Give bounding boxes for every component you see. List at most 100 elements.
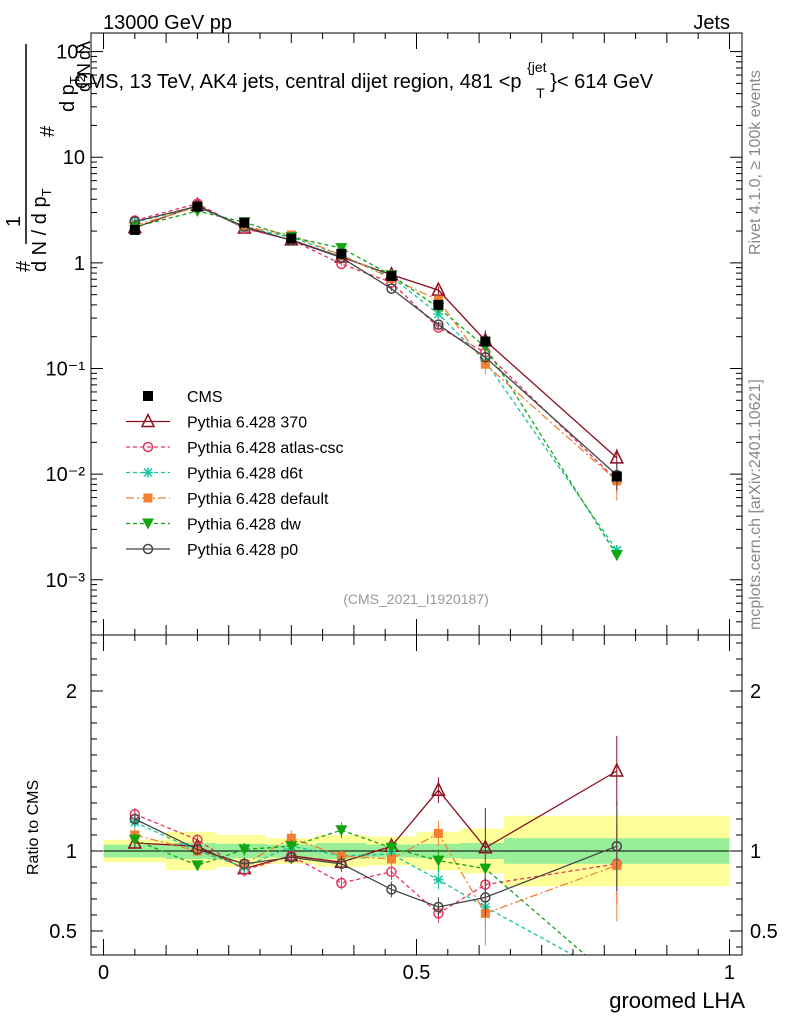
title-sup: {jet — [527, 59, 547, 75]
ratio-point-dw — [191, 860, 204, 872]
point-p0 — [480, 351, 491, 363]
ratio-point-p0 — [286, 852, 297, 863]
legend-entry: Pythia 6.428 370 — [126, 412, 307, 432]
ratio-point-p0 — [386, 884, 397, 895]
ratio-y-tick-label: 0.5 — [49, 921, 77, 943]
main-y-tick-label: 1 — [74, 253, 85, 275]
legend-marker — [142, 518, 154, 530]
legend-marker — [143, 467, 153, 478]
ratio-point-default — [386, 854, 396, 864]
ratio-point-dw — [385, 842, 398, 854]
legend-label: Pythia 6.428 atlas-csc — [187, 440, 344, 457]
cms-point — [480, 336, 491, 347]
ratio-y-axis-label: Ratio to CMS — [25, 780, 42, 875]
category-label: Jets — [693, 12, 730, 34]
ratio-y-tick-label-right: 1 — [750, 841, 761, 863]
ratio-point-dw — [238, 844, 251, 856]
ratio-plot-area — [127, 735, 625, 988]
title-end: }< 614 GeV — [550, 71, 654, 93]
main-y-tick-label: 10⁻² — [46, 464, 86, 486]
main-y-tick-label: 10⁻¹ — [46, 359, 86, 381]
ratio-point-p0 — [239, 858, 250, 870]
point-370 — [431, 281, 446, 296]
point-370 — [609, 449, 625, 464]
ratio-y-tick-label-right: 2 — [750, 681, 761, 703]
mcplots-label: mcplots.cern.ch [arXiv:2401.10621] — [747, 379, 764, 630]
cms-point — [611, 471, 622, 482]
ratio-point-d6t — [612, 974, 622, 984]
ratio-panel: 0 0.5 1 0.5 0.5 1 1 2 2 — [49, 634, 778, 988]
ratio-point-dw — [479, 863, 492, 875]
legend-entry: Pythia 6.428 default — [126, 491, 329, 508]
legend-entry: Pythia 6.428 p0 — [126, 542, 298, 559]
series-line-p0 — [134, 205, 618, 476]
ratio-y-tick-label-right: 0.5 — [750, 921, 778, 943]
ratio-point-p0 — [192, 844, 203, 855]
point-dw — [610, 550, 623, 562]
energy-label: 13000 GeV pp — [103, 12, 232, 34]
legend: CMS Pythia 6.428 370 Pythia 6.428 atlas-cs… — [126, 389, 344, 559]
ylabel-dpt: d pT — [57, 76, 82, 112]
legend-entry: Pythia 6.428 d6t — [126, 466, 303, 483]
ratio-point-dw — [128, 834, 141, 846]
ratio-point-p0 — [336, 858, 347, 870]
legend-marker — [142, 441, 154, 453]
plot-title: CMS, 13 TeV, AK4 jets, central dijet reg… — [74, 55, 654, 103]
ratio-point-p0 — [433, 901, 444, 913]
main-plot-area — [127, 196, 625, 562]
ratio-line-dw — [134, 829, 587, 955]
ylabel-one: 1 — [3, 216, 25, 227]
ratio-point-dw — [285, 841, 298, 853]
ratio-point-default — [286, 833, 296, 843]
x-tick-label: 1 — [724, 962, 735, 984]
point-p0 — [386, 283, 397, 294]
point-p0 — [433, 319, 444, 330]
ratio-point-370 — [609, 762, 625, 777]
legend-marker — [140, 412, 156, 428]
ratio-point-atlas-csc — [386, 866, 397, 878]
x-tick-label: 0 — [98, 962, 109, 984]
cms-point — [192, 201, 203, 212]
ylabel-d2n: d²N — [74, 63, 94, 92]
ylabel-hash-1: # — [13, 260, 35, 272]
ratio-line-atlas-csc — [134, 813, 617, 915]
analysis-id-label: (CMS_2021_I1920187) — [343, 591, 489, 607]
ratio-y-tick-label: 1 — [66, 841, 77, 863]
legend-entry: Pythia 6.428 dw — [126, 517, 301, 534]
cms-point — [286, 233, 297, 244]
legend-marker — [142, 543, 154, 555]
ratio-point-d6t — [433, 874, 444, 885]
legend-label: Pythia 6.428 default — [187, 491, 329, 508]
cms-point — [433, 299, 444, 310]
rivet-version-label: Rivet 4.1.0, ≥ 100k events — [747, 70, 764, 255]
legend-label: Pythia 6.428 370 — [187, 415, 307, 432]
ratio-point-atlas-csc — [336, 877, 347, 889]
main-y-tick-label: 10² — [56, 42, 85, 64]
x-axis-label: groomed LHA — [609, 988, 745, 1013]
ratio-point-p0 — [129, 813, 141, 825]
ratio-point-dw — [611, 977, 623, 988]
point-dw — [335, 243, 348, 255]
main-y-tick-label: 10 — [63, 147, 85, 169]
ratio-frame — [90, 634, 743, 956]
ratio-point-p0 — [611, 840, 623, 852]
x-tick-label: 0.5 — [403, 962, 431, 984]
point-default — [480, 359, 490, 369]
legend-entry: CMS — [143, 389, 223, 406]
ratio-y-tick-label: 2 — [66, 681, 77, 703]
legend-label: CMS — [187, 389, 223, 406]
legend-label: Pythia 6.428 dw — [187, 517, 301, 534]
legend-label: Pythia 6.428 d6t — [187, 466, 303, 483]
ylabel-hash-2: # — [37, 125, 59, 137]
series-line-atlas-csc — [134, 202, 618, 481]
ratio-point-370 — [431, 781, 446, 796]
main-y-tick-label: 10⁻³ — [46, 570, 86, 592]
legend-marker — [143, 493, 153, 503]
ratio-point-dw — [432, 855, 445, 867]
ratio-point-default — [433, 828, 443, 838]
title-main: CMS, 13 TeV, AK4 jets, central dijet reg… — [74, 71, 522, 93]
legend-marker — [143, 391, 153, 401]
ratio-point-p0 — [480, 892, 491, 903]
cms-point — [386, 271, 397, 282]
